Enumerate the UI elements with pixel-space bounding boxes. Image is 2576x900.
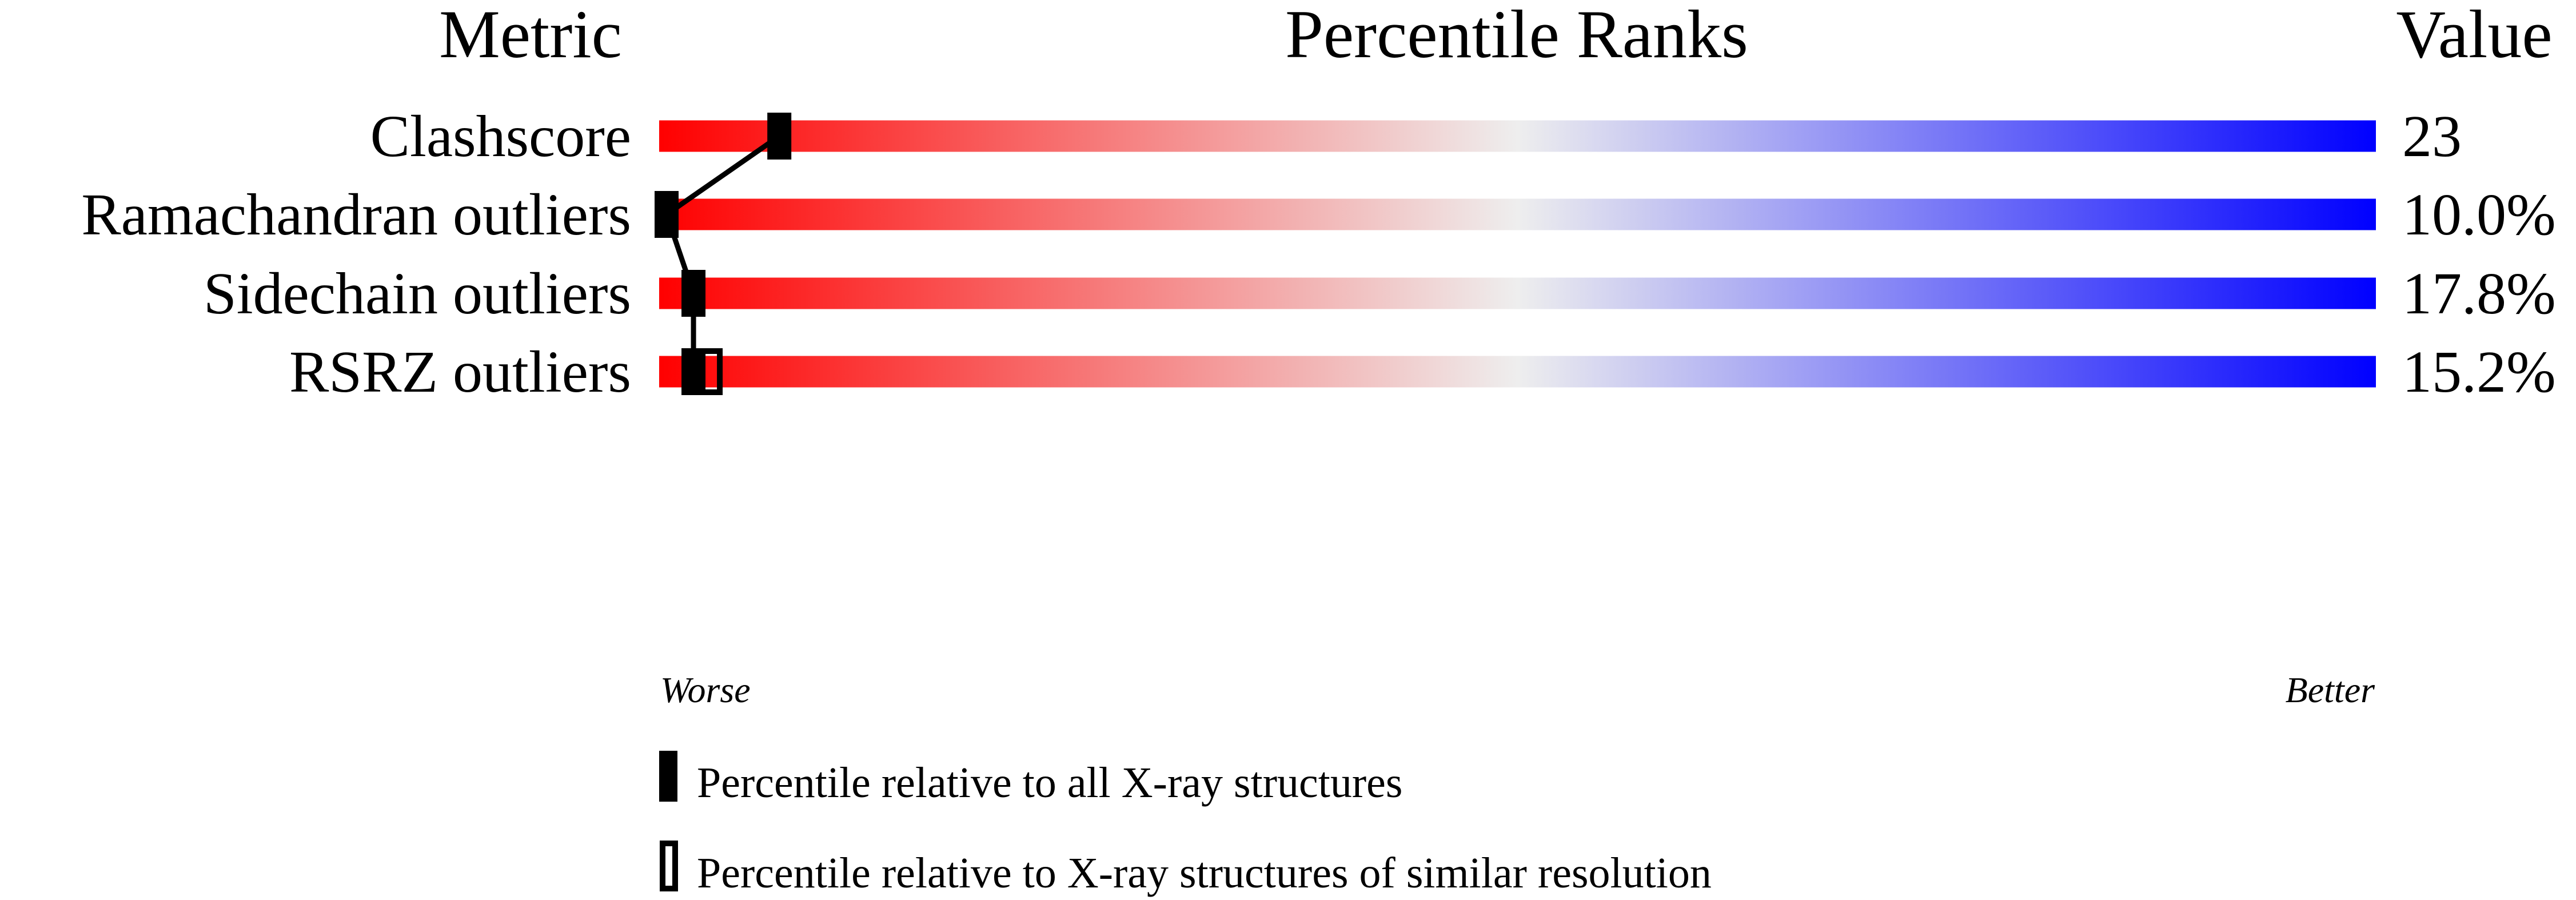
metric-label: Sidechain outliers [204,261,631,326]
metric-label: Clashscore [370,103,631,169]
percentile-bar [659,277,2376,309]
legend-label-all: Percentile relative to all X-ray structu… [697,759,1402,807]
percentile-marker-all [681,348,706,395]
axis-label-better: Better [2286,670,2375,710]
axis-label-worse: Worse [660,670,751,710]
header-metric: Metric [439,0,622,72]
percentile-bar [659,198,2376,230]
header-value: Value [2396,0,2552,72]
legend-open-marker-icon [660,841,678,891]
metric-value: 17.8% [2402,261,2556,326]
metric-value: 15.2% [2402,339,2556,405]
percentile-bar [659,356,2376,388]
header-percentile-ranks: Percentile Ranks [1285,0,1748,72]
metric-label: RSRZ outliers [289,339,631,405]
legend-label-similar: Percentile relative to X-ray structures … [697,849,1712,897]
metric-value: 10.0% [2402,182,2556,248]
metric-value: 23 [2402,103,2462,169]
percentile-marker-all [681,270,706,317]
percentile-marker-all [767,113,792,160]
connector-line [665,134,781,217]
percentile-bar [659,120,2376,152]
legend-filled-marker-icon [659,751,677,802]
percentile-marker-all [655,191,679,238]
metric-label: Ramachandran outliers [81,182,631,248]
